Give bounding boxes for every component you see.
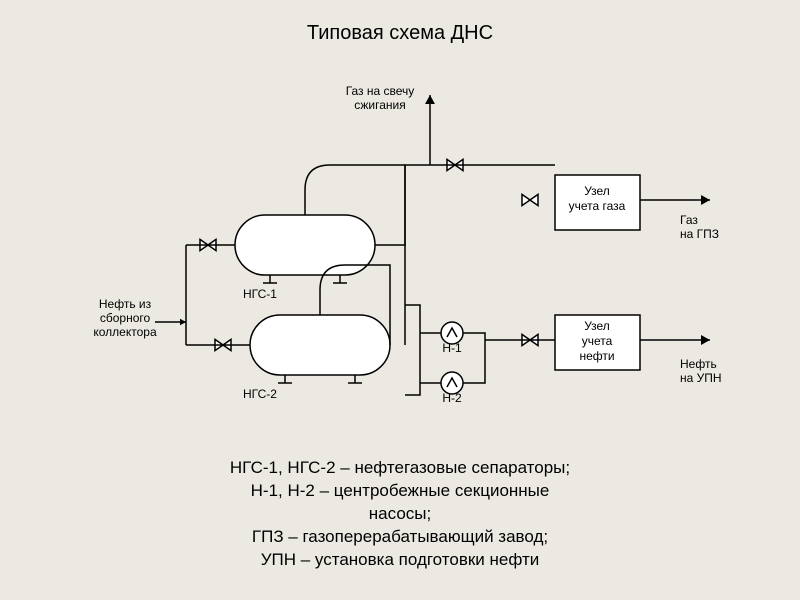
label: Нефть xyxy=(680,357,717,371)
label: НГС-1 xyxy=(243,287,277,301)
arrow-E xyxy=(701,195,710,205)
label: сжигания xyxy=(354,98,405,112)
pipe-12 xyxy=(463,333,485,383)
diagram-stage: Типовая схема ДНС Газ на свечусжиганияНе… xyxy=(0,0,800,600)
label: Узел xyxy=(584,319,610,333)
label: на ГПЗ xyxy=(680,227,719,241)
label: Н-2 xyxy=(442,391,462,405)
pipe-5 xyxy=(305,165,405,215)
label: Узел xyxy=(584,184,610,198)
arrow-E xyxy=(180,319,186,326)
label: сборного xyxy=(100,311,151,325)
vessel-ngs1 xyxy=(235,215,375,283)
vessel-ngs2 xyxy=(250,315,390,383)
arrow-E xyxy=(701,335,710,345)
label: Н-1 xyxy=(442,341,462,355)
label: Газ на свечу xyxy=(346,84,415,98)
arrow-N xyxy=(425,95,435,104)
label: коллектора xyxy=(93,325,157,339)
valve-v-gas xyxy=(522,194,538,205)
label: на УПН xyxy=(680,371,722,385)
label: учета xyxy=(582,334,613,348)
pipe-4 xyxy=(375,165,555,245)
pipe-9 xyxy=(405,305,420,395)
label: нефти xyxy=(579,349,614,363)
label: Нефть из xyxy=(99,297,152,311)
label: учета газа xyxy=(569,199,626,213)
label: Газ xyxy=(680,213,698,227)
label: НГС-2 xyxy=(243,387,277,401)
diagram-legend: НГС-1, НГС-2 – нефтегазовые сепараторы;Н… xyxy=(0,457,800,572)
